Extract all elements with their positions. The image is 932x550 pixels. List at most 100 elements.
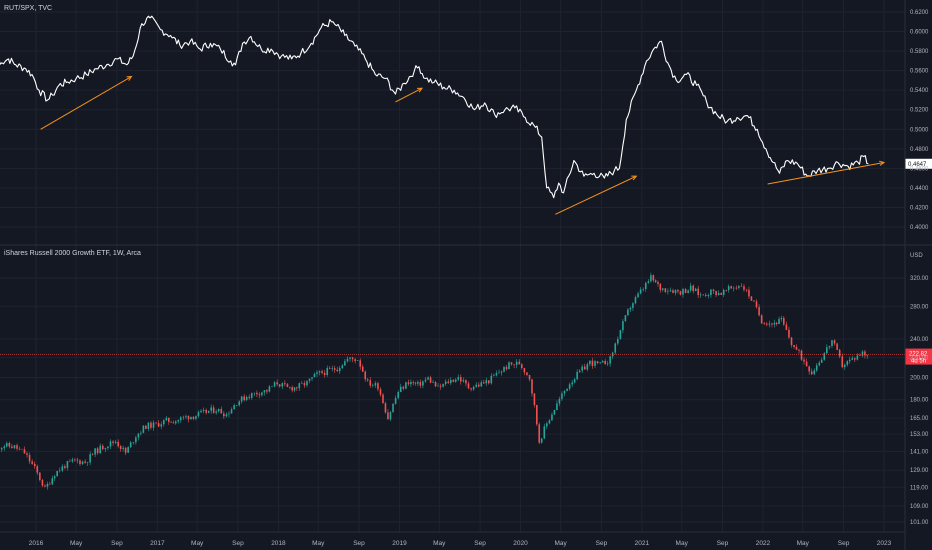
candle-body[interactable] xyxy=(243,396,245,401)
candle-body[interactable] xyxy=(800,350,803,360)
candle-body[interactable] xyxy=(735,287,738,289)
candle-body[interactable] xyxy=(820,359,823,363)
candle-body[interactable] xyxy=(286,384,289,387)
candle-body[interactable] xyxy=(523,367,526,373)
candle-body[interactable] xyxy=(377,383,379,390)
candle-body[interactable] xyxy=(372,385,374,386)
candle-body[interactable] xyxy=(826,347,828,354)
candle-body[interactable] xyxy=(384,403,387,413)
candle-body[interactable] xyxy=(235,405,238,406)
candle-body[interactable] xyxy=(543,426,546,439)
candle-body[interactable] xyxy=(174,421,177,424)
candle-body[interactable] xyxy=(748,289,750,297)
candle-body[interactable] xyxy=(338,367,341,372)
candle-body[interactable] xyxy=(245,396,248,401)
candle-body[interactable] xyxy=(753,300,755,302)
candle-body[interactable] xyxy=(284,383,286,385)
candle-body[interactable] xyxy=(79,460,81,465)
candle-body[interactable] xyxy=(74,459,76,461)
candle-body[interactable] xyxy=(766,323,768,325)
candle-body[interactable] xyxy=(250,393,253,398)
candle-body[interactable] xyxy=(717,293,720,296)
candle-body[interactable] xyxy=(394,397,397,404)
candle-body[interactable] xyxy=(389,412,392,420)
candle-body[interactable] xyxy=(256,392,258,395)
candle-body[interactable] xyxy=(682,289,684,295)
candle-body[interactable] xyxy=(407,382,410,385)
candle-body[interactable] xyxy=(518,361,521,365)
candle-body[interactable] xyxy=(374,383,377,386)
candle-body[interactable] xyxy=(205,409,207,413)
candle-body[interactable] xyxy=(412,381,415,383)
candle-body[interactable] xyxy=(437,385,439,387)
candle-body[interactable] xyxy=(477,384,480,387)
candle-body[interactable] xyxy=(419,382,422,386)
candle-body[interactable] xyxy=(846,361,849,365)
candle-body[interactable] xyxy=(46,483,49,487)
candle-body[interactable] xyxy=(601,360,604,363)
candle-body[interactable] xyxy=(679,291,682,295)
candle-body[interactable] xyxy=(422,381,424,386)
candle-body[interactable] xyxy=(553,409,556,415)
candle-body[interactable] xyxy=(558,398,561,404)
price-y-axis[interactable]: USD 101.00 109.00 119.00 129.00 141.00 153.00 1… xyxy=(910,253,929,526)
candle-body[interactable] xyxy=(780,317,783,320)
candle-body[interactable] xyxy=(96,448,99,454)
candle-body[interactable] xyxy=(586,364,589,370)
trend-arrow[interactable] xyxy=(40,76,132,130)
candle-body[interactable] xyxy=(328,368,331,369)
candle-body[interactable] xyxy=(684,289,687,293)
candle-body[interactable] xyxy=(462,380,465,382)
candle-body[interactable] xyxy=(132,442,135,443)
candle-body[interactable] xyxy=(644,282,647,290)
candle-body[interactable] xyxy=(454,379,457,382)
candle-body[interactable] xyxy=(119,446,122,449)
candle-body[interactable] xyxy=(117,441,119,447)
candle-body[interactable] xyxy=(192,416,195,419)
candle-body[interactable] xyxy=(291,387,293,391)
candle-body[interactable] xyxy=(326,368,329,375)
candle-body[interactable] xyxy=(94,448,96,455)
candle-body[interactable] xyxy=(851,358,854,360)
candle-body[interactable] xyxy=(228,413,230,415)
candle-body[interactable] xyxy=(493,375,495,377)
candle-body[interactable] xyxy=(487,380,490,384)
candle-body[interactable] xyxy=(84,461,86,463)
candle-body[interactable] xyxy=(248,396,251,398)
candle-body[interactable] xyxy=(505,367,508,370)
candle-body[interactable] xyxy=(659,283,662,290)
candle-body[interactable] xyxy=(677,289,679,292)
candle-body[interactable] xyxy=(0,448,3,450)
candle-body[interactable] xyxy=(28,454,31,462)
candle-body[interactable] xyxy=(129,442,132,448)
candle-body[interactable] xyxy=(589,360,591,365)
candle-body[interactable] xyxy=(318,371,321,373)
candle-body[interactable] xyxy=(836,343,838,350)
candle-body[interactable] xyxy=(150,422,152,428)
candle-body[interactable] xyxy=(127,447,129,453)
candle-body[interactable] xyxy=(410,381,412,385)
candle-body[interactable] xyxy=(576,371,578,380)
candle-body[interactable] xyxy=(533,393,536,406)
candle-body[interactable] xyxy=(354,359,356,361)
candle-body[interactable] xyxy=(142,425,145,433)
candle-body[interactable] xyxy=(798,349,800,351)
trend-arrow[interactable] xyxy=(555,175,637,215)
candle-body[interactable] xyxy=(768,323,771,325)
candle-body[interactable] xyxy=(190,416,192,420)
candle-body[interactable] xyxy=(864,351,866,356)
candle-body[interactable] xyxy=(669,290,672,292)
candle-body[interactable] xyxy=(510,362,513,365)
candle-body[interactable] xyxy=(414,382,417,384)
candle-body[interactable] xyxy=(573,379,576,383)
candle-body[interactable] xyxy=(33,463,36,467)
candle-body[interactable] xyxy=(498,372,500,374)
candle-body[interactable] xyxy=(11,446,13,449)
candle-body[interactable] xyxy=(650,275,652,282)
candle-body[interactable] xyxy=(91,454,94,455)
candle-body[interactable] xyxy=(606,363,609,365)
candle-body[interactable] xyxy=(727,286,730,291)
candle-body[interactable] xyxy=(427,377,429,380)
candle-body[interactable] xyxy=(480,382,483,387)
